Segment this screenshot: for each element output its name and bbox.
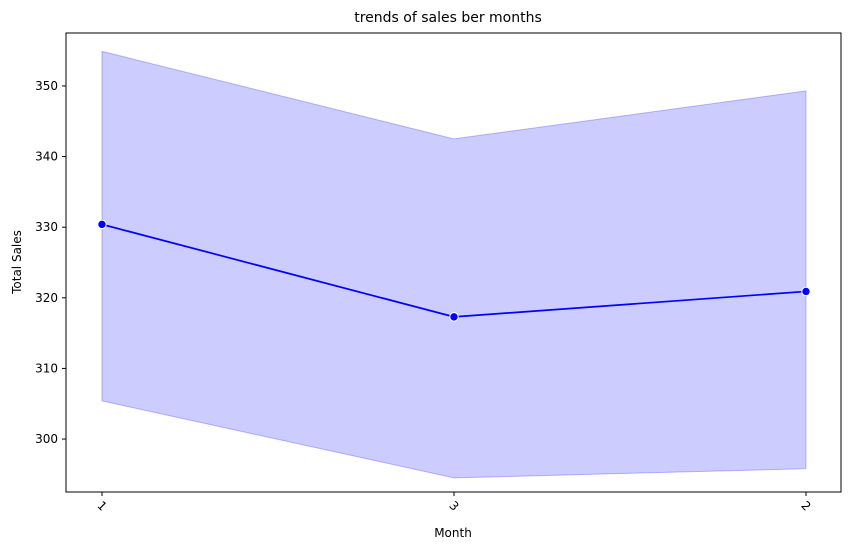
- y-tick-label: 320: [35, 291, 58, 305]
- x-axis: 1 3 2: [94, 492, 814, 514]
- data-point: [449, 312, 459, 322]
- plot-area: [97, 50, 811, 479]
- data-point: [801, 286, 811, 297]
- y-tick-label: 350: [35, 79, 58, 93]
- y-tick-label: 300: [35, 432, 58, 446]
- data-point: [97, 219, 107, 230]
- x-tick-label: 3: [446, 498, 461, 513]
- y-tick-label: 330: [35, 220, 58, 234]
- x-tick-label: 1: [94, 498, 109, 513]
- confidence-band: [101, 50, 807, 479]
- chart-title: trends of sales ber months: [354, 10, 542, 26]
- x-axis-label: Month: [434, 526, 472, 540]
- y-tick-label: 340: [35, 150, 58, 164]
- y-tick-label: 310: [35, 361, 58, 375]
- y-axis: 300 310 320 330 340 350: [35, 79, 66, 446]
- x-tick-label: 2: [798, 498, 813, 513]
- y-axis-label: Total Sales: [10, 230, 24, 295]
